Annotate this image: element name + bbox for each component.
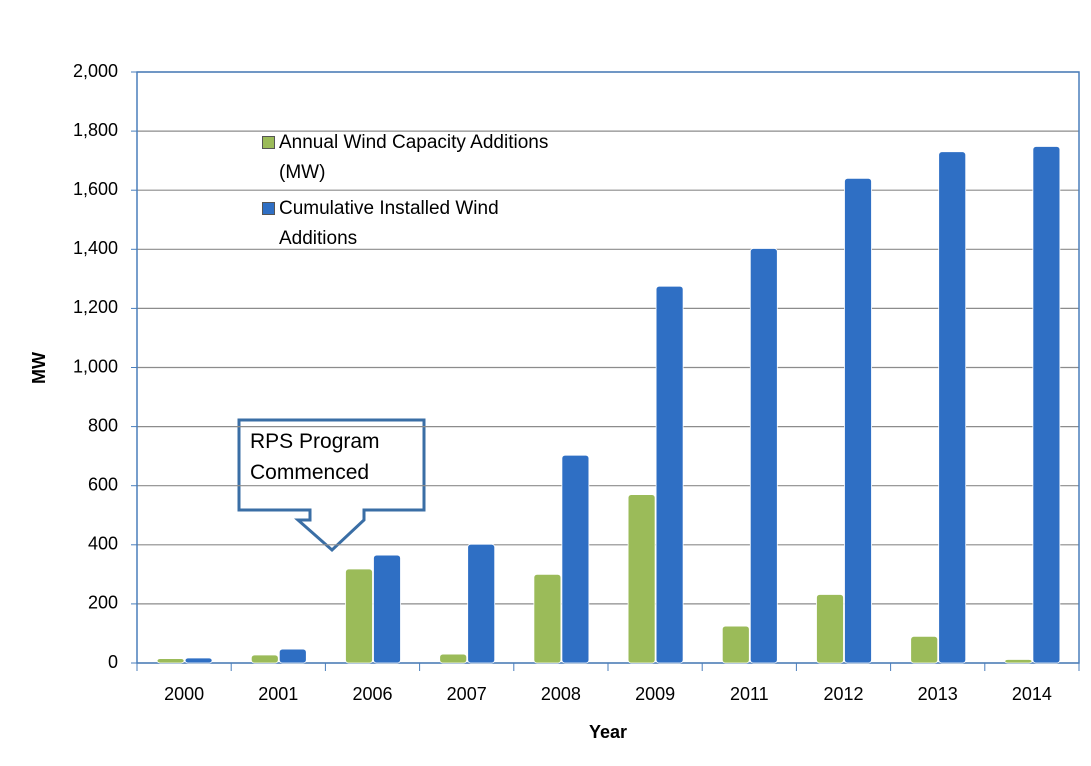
bar [561, 454, 590, 664]
y-tick-label: 1,600 [73, 179, 118, 199]
y-tick-label: 1,400 [73, 238, 118, 258]
bar [844, 177, 872, 664]
x-tick-label: 2013 [918, 684, 958, 704]
bar [721, 625, 750, 664]
y-tick-label: 1,200 [73, 297, 118, 317]
legend-label: Annual Wind Capacity Additions (MW) [279, 132, 549, 183]
x-tick-label: 2011 [730, 684, 769, 704]
y-tick-label: 0 [108, 652, 118, 672]
x-tick-label: 2012 [823, 684, 863, 704]
bar [655, 285, 684, 664]
y-tick-label: 200 [88, 593, 118, 613]
x-tick-label: 2007 [447, 684, 487, 704]
y-axis-label: MW [29, 352, 49, 384]
y-tick-label: 1,000 [73, 356, 118, 376]
y-tick-label: 400 [88, 534, 118, 554]
legend-swatch [262, 136, 275, 149]
y-tick-label: 2,000 [73, 61, 118, 81]
x-tick-label: 2001 [258, 684, 298, 704]
bar [467, 543, 496, 664]
bar [1032, 146, 1061, 664]
bar [627, 494, 656, 664]
bar [373, 554, 401, 664]
legend-swatch [262, 202, 275, 215]
bar [156, 658, 185, 664]
bar [910, 636, 939, 664]
x-axis-label: Year [589, 722, 627, 742]
bar [1004, 659, 1033, 664]
bar [938, 151, 967, 664]
annotation: RPS Program Commenced [250, 430, 380, 484]
bar [345, 568, 373, 664]
bar [250, 654, 279, 664]
bar [184, 657, 213, 664]
x-tick-label: 2009 [635, 684, 675, 704]
y-tick-label: 1,800 [73, 120, 118, 140]
legend-label: Cumulative Installed Wind Additions [279, 198, 499, 249]
y-tick-label: 600 [88, 474, 118, 494]
callout [237, 418, 426, 553]
bar [749, 248, 778, 664]
x-tick-label: 2014 [1012, 684, 1052, 704]
x-tick-label: 2000 [164, 684, 204, 704]
legend: Annual Wind Capacity Additions (MW) Cumul… [262, 128, 552, 254]
y-tick-label: 800 [88, 415, 118, 435]
legend-item: Cumulative Installed Wind Additions [262, 194, 552, 254]
legend-item: Annual Wind Capacity Additions (MW) [262, 128, 552, 188]
bar [278, 648, 307, 664]
bar [816, 594, 844, 664]
bar [439, 653, 468, 664]
bar [533, 573, 562, 664]
x-tick-label: 2008 [541, 684, 581, 704]
x-tick-label: 2006 [352, 684, 392, 704]
